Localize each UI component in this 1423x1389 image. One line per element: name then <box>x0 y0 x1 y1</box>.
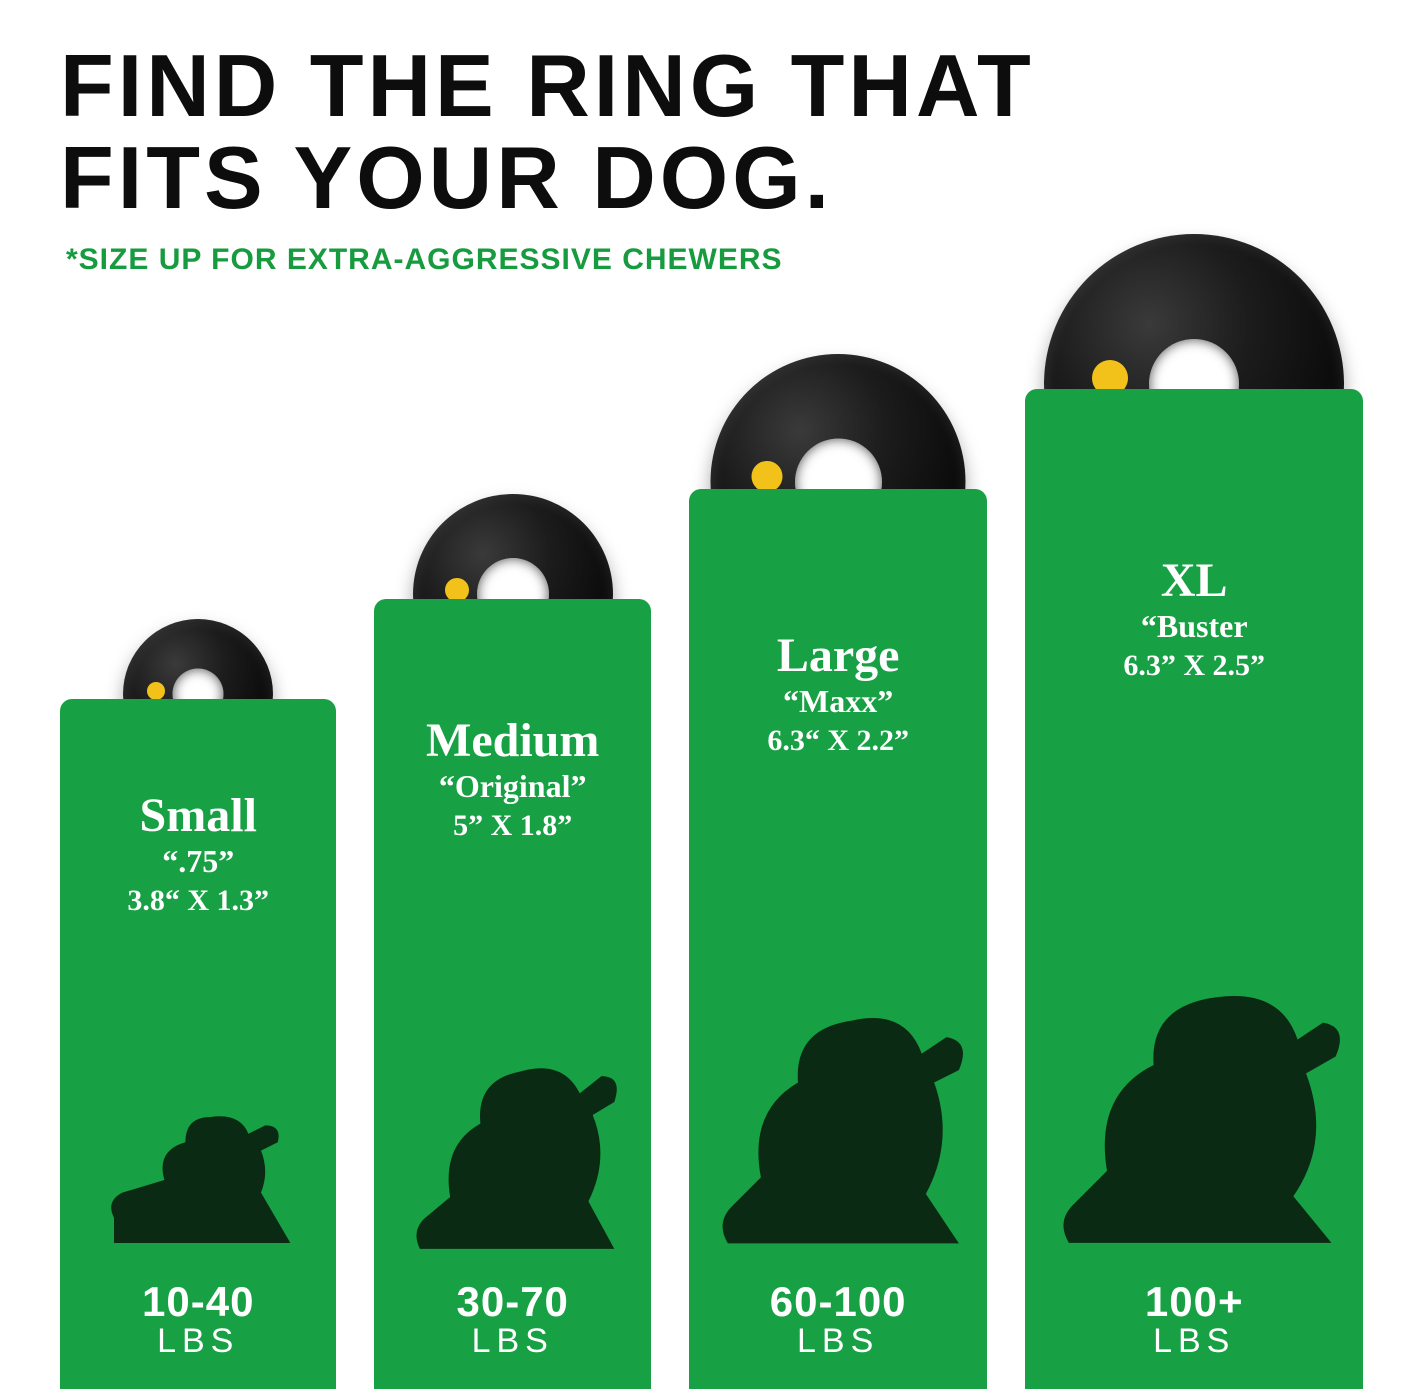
size-dimensions: 6.3” X 2.5” <box>1123 649 1265 683</box>
dog-silhouette-icon <box>394 994 632 1264</box>
title-line-1: FIND THE RING THAT <box>60 36 1035 135</box>
bar-medium: Medium“Original” 5” X 1.8” 30-70LBS <box>374 599 650 1389</box>
weight-range: 10-40 <box>142 1278 254 1326</box>
size-nickname: “Maxx” <box>767 683 909 720</box>
weight-block: 60-100LBS <box>770 1278 907 1361</box>
size-name: XL <box>1123 556 1265 606</box>
size-column-small: Small“.75” 3.8“ X 1.3” 10-40LBS <box>60 699 336 1389</box>
dog-silhouette-icon <box>93 1054 303 1264</box>
dog-silhouette-icon <box>699 934 977 1264</box>
size-info: Medium“Original” 5” X 1.8” <box>426 712 599 843</box>
bar-small: Small“.75” 3.8“ X 1.3” 10-40LBS <box>60 699 336 1389</box>
lbs-label: LBS <box>770 1322 907 1361</box>
infographic-page: FIND THE RING THAT FITS YOUR DOG. *SIZE … <box>0 0 1423 1389</box>
size-nickname: “Original” <box>426 768 599 805</box>
size-name: Medium <box>426 716 599 766</box>
weight-block: 100+LBS <box>1145 1278 1244 1361</box>
size-chart: Small“.75”3.8“ X 1.3”10-40LBSMedium“Orig… <box>60 369 1363 1389</box>
bar-xl: XL“Buster 6.3” X 2.5” 100+LBS <box>1025 389 1363 1389</box>
size-name: Small <box>127 791 269 841</box>
size-nickname: “Buster <box>1123 608 1265 645</box>
dog-area <box>699 758 977 1264</box>
weight-range: 30-70 <box>456 1278 568 1326</box>
size-info: Small“.75” 3.8“ X 1.3” <box>127 787 269 918</box>
bar-large: Large“Maxx” 6.3“ X 2.2” 60-100LBS <box>689 489 987 1389</box>
size-column-xl: XL“Buster 6.3” X 2.5” 100+LBS <box>1025 389 1363 1389</box>
size-column-large: Large“Maxx” 6.3“ X 2.2” 60-100LBS <box>689 489 987 1389</box>
size-column-medium: Medium“Original” 5” X 1.8” 30-70LBS <box>374 599 650 1389</box>
dog-area <box>1035 683 1353 1264</box>
lbs-label: LBS <box>456 1322 568 1361</box>
size-name: Large <box>767 631 909 681</box>
size-nickname: “.75” <box>127 843 269 880</box>
dog-area <box>394 843 632 1264</box>
subtitle-note: *SIZE UP FOR EXTRA-AGGRESSIVE CHEWERS <box>66 243 1363 277</box>
weight-range: 60-100 <box>770 1278 907 1326</box>
size-info: Large“Maxx” 6.3“ X 2.2” <box>767 627 909 758</box>
title-line-2: FITS YOUR DOG. <box>60 128 833 227</box>
weight-range: 100+ <box>1145 1278 1244 1326</box>
weight-block: 30-70LBS <box>456 1278 568 1361</box>
size-dimensions: 6.3“ X 2.2” <box>767 724 909 758</box>
size-dimensions: 3.8“ X 1.3” <box>127 884 269 918</box>
size-dimensions: 5” X 1.8” <box>426 809 599 843</box>
lbs-label: LBS <box>142 1322 254 1361</box>
weight-block: 10-40LBS <box>142 1278 254 1361</box>
dog-area <box>93 918 303 1264</box>
dog-silhouette-icon <box>1035 904 1353 1264</box>
lbs-label: LBS <box>1145 1322 1244 1361</box>
size-info: XL“Buster 6.3” X 2.5” <box>1123 552 1265 683</box>
page-title: FIND THE RING THAT FITS YOUR DOG. <box>60 40 1363 225</box>
